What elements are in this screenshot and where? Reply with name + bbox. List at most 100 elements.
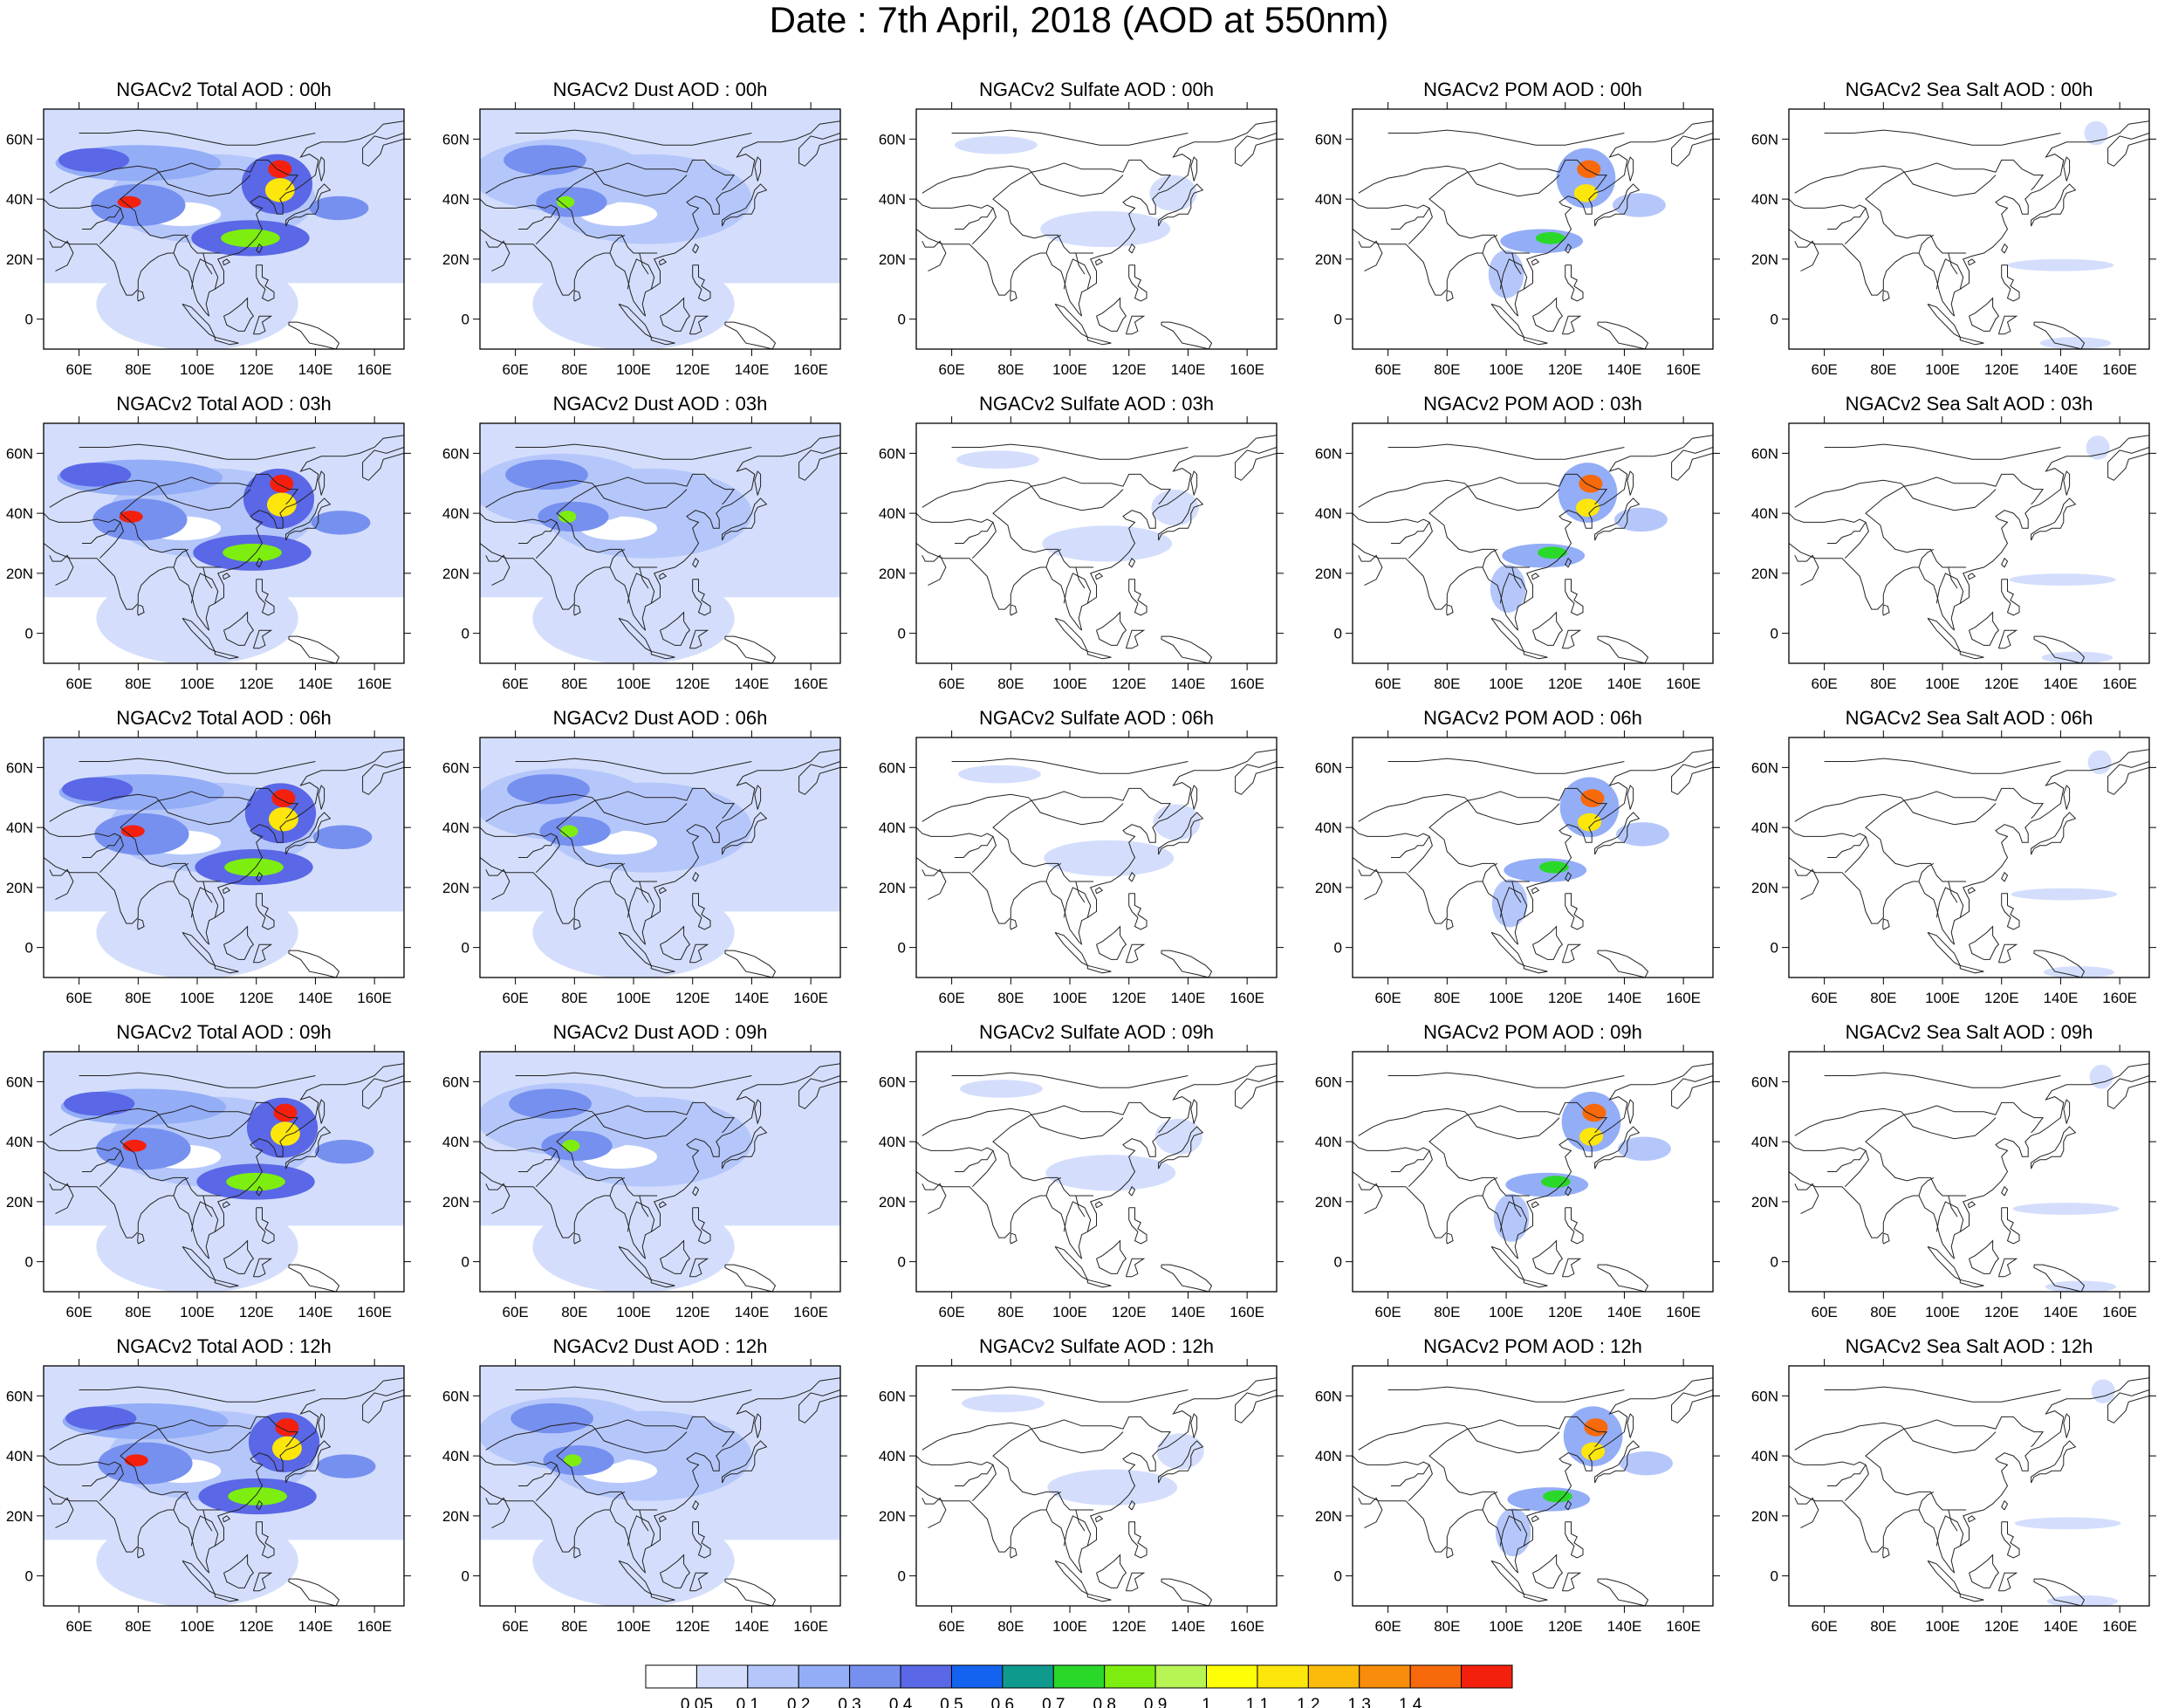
y-tick-label: 0 (462, 940, 469, 957)
coastline (1948, 566, 1958, 589)
coastline (480, 229, 646, 317)
x-tick-label: 140E (1171, 1618, 1206, 1635)
coastline (921, 479, 1032, 508)
coastline (955, 1464, 994, 1486)
x-tick-label: 160E (1230, 1618, 1264, 1635)
coastline (485, 1183, 510, 1215)
coastline (256, 871, 264, 882)
y-tick-label: 20N (1751, 566, 1778, 582)
coastline (2063, 470, 2071, 496)
panel-title: NGACv2 Total AOD : 03h (116, 393, 332, 415)
panel-frame (43, 108, 405, 350)
coastline (1523, 964, 1548, 974)
coastline (1353, 827, 1374, 837)
coastline (1531, 573, 1540, 580)
coastline (1446, 604, 1454, 616)
coastline (1918, 548, 1935, 568)
coastline (1078, 1063, 1277, 1259)
x-tick-label: 160E (793, 1304, 828, 1320)
coastline (689, 1572, 709, 1592)
coastline (44, 229, 209, 317)
coastline (936, 1147, 997, 1188)
aod-field (44, 109, 404, 349)
x-tick-label: 120E (1112, 990, 1147, 1006)
coastline (480, 827, 501, 837)
panel-frame (915, 1365, 1278, 1607)
coastline (1467, 159, 1608, 191)
y-tick-label: 60N (6, 445, 33, 462)
coastline (158, 1114, 251, 1140)
aod-feature (1579, 1128, 1604, 1146)
coastlines (916, 435, 1277, 663)
aod-field (1353, 737, 1713, 977)
y-tick-label: 0 (1771, 626, 1778, 642)
coastline (120, 1428, 222, 1511)
y-tick-label: 20N (879, 880, 906, 896)
aod-field (44, 737, 404, 977)
coastlines (44, 1377, 404, 1606)
coastline (1959, 1279, 1984, 1288)
panel-frame (479, 1365, 841, 1607)
coastline (1446, 918, 1454, 930)
coastline (49, 479, 160, 508)
coastline (594, 1416, 736, 1448)
coastline (1824, 1386, 2061, 1403)
coastline (480, 198, 501, 209)
aod-feature (2045, 1280, 2117, 1292)
coastline (202, 881, 213, 903)
coastline (1075, 1195, 1086, 1218)
map-panel-1-4: 60E 80E 100E 120E 140E 160E 0 20N 40N 60N NGACv2 S… (1751, 393, 2156, 692)
aod-feature (962, 1394, 1045, 1413)
coastlines (1353, 749, 1713, 977)
aod-haze (96, 1514, 298, 1606)
coastline (120, 171, 222, 254)
coastline (573, 918, 581, 930)
coastline (120, 799, 222, 882)
colorbar-swatch (900, 1664, 952, 1689)
x-tick-label: 160E (357, 1304, 392, 1320)
aod-feature (2041, 651, 2113, 663)
panel-frame (43, 1365, 405, 1607)
aod-feature (1042, 525, 1173, 562)
coastline (921, 1183, 947, 1215)
coastline (689, 943, 709, 964)
coastline (485, 1108, 596, 1136)
coastline (1096, 1554, 1127, 1588)
x-tick-label: 160E (793, 676, 828, 692)
x-tick-label: 140E (735, 990, 770, 1006)
coastline (1967, 1201, 1976, 1209)
aod-haze (96, 1200, 298, 1292)
coastline (1467, 1416, 1608, 1448)
coastline (1467, 1114, 1560, 1140)
aod-feature (266, 492, 297, 517)
aod-feature (311, 511, 371, 535)
coastlines (916, 1377, 1277, 1606)
x-tick-label: 140E (1171, 990, 1206, 1006)
coastline (223, 297, 255, 332)
coastline (256, 1207, 275, 1245)
colorbar-swatch (747, 1664, 799, 1689)
y-tick-label: 60N (442, 1074, 469, 1090)
coastline (1671, 761, 1713, 795)
coastline (252, 315, 273, 335)
coastline (158, 1416, 299, 1448)
aod-field (44, 1052, 404, 1292)
panel-frame (43, 737, 405, 978)
aod-feature (2087, 750, 2112, 775)
aod-haze (532, 1514, 735, 1606)
coastline (921, 165, 1032, 194)
y-tick-label: 40N (1315, 1134, 1342, 1150)
coastline (1158, 497, 1204, 541)
coastline (44, 512, 65, 523)
coastline (658, 887, 668, 895)
coastline (1094, 1515, 1104, 1523)
x-tick-label: 140E (1607, 1304, 1642, 1320)
coastline (173, 1491, 189, 1511)
x-tick-label: 120E (239, 990, 274, 1006)
colorbar-swatch (1104, 1664, 1156, 1689)
coastline (951, 758, 1189, 774)
coastline (1565, 1185, 1572, 1197)
x-tick-label: 120E (1112, 1618, 1147, 1635)
y-tick-label: 40N (1751, 1134, 1778, 1150)
coastline (594, 171, 688, 197)
